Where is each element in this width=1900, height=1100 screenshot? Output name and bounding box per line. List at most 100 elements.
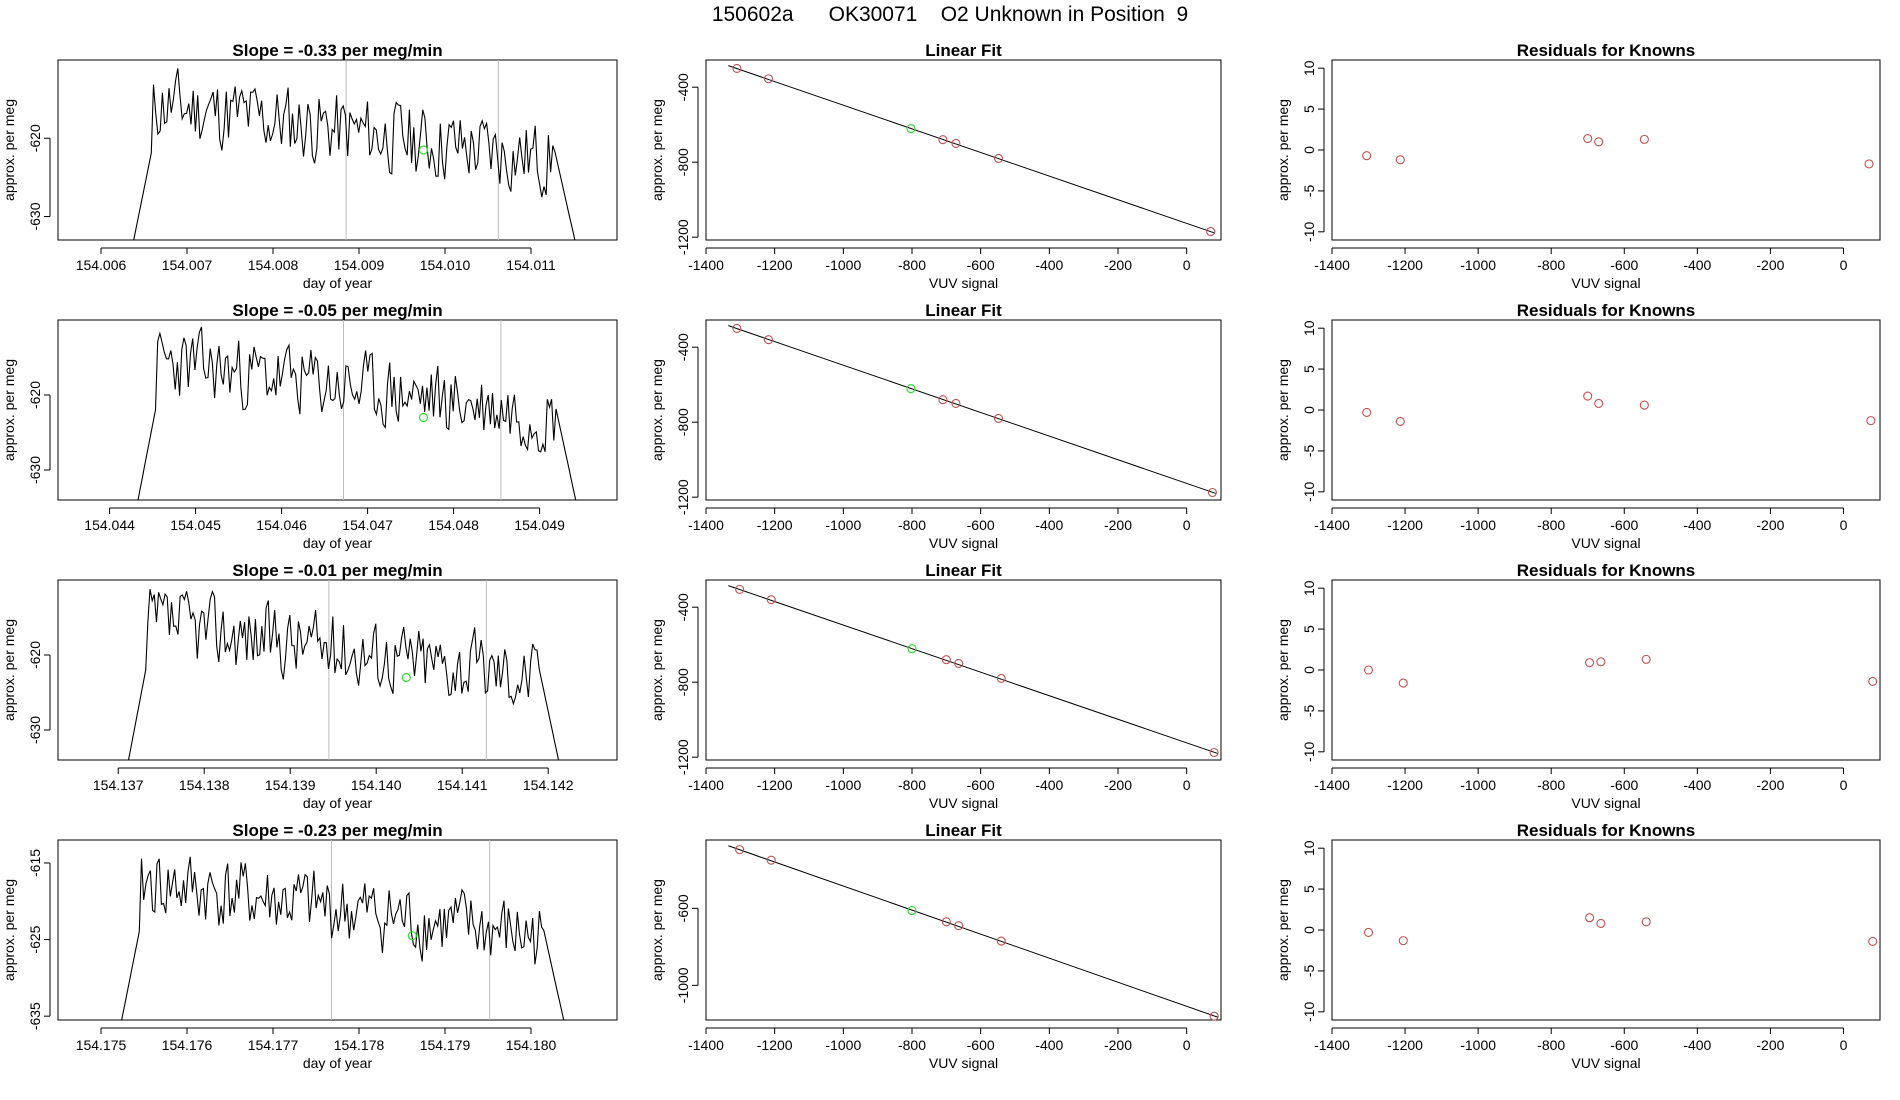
y-tick-label: -10	[1301, 481, 1317, 501]
x-tick-label: -1200	[1387, 777, 1423, 793]
y-tick-label: 5	[1301, 885, 1317, 893]
known-point	[763, 74, 774, 84]
x-tick-label: -600	[967, 1037, 995, 1053]
y-tick-label: -10	[1301, 221, 1317, 241]
unknown-marker	[407, 931, 417, 941]
x-axis: -1400 -1200 -1000 -800 -600 -400 -200 0	[1314, 767, 1848, 793]
x-tick-label: -200	[1104, 257, 1132, 273]
per-meg-trace	[137, 326, 577, 501]
linear-fit-panel-3: Linear Fit -1400 -1200 -1000 -800 -600 -400 -20…	[649, 561, 1222, 811]
y-axis: -400 -800 -1200	[675, 73, 699, 255]
y-tick-label: -620	[27, 381, 43, 409]
fit-line	[728, 585, 1218, 754]
plot-frame	[705, 59, 1222, 241]
y-tick-label: -1200	[675, 219, 691, 255]
x-tick-label: -400	[1683, 1037, 1711, 1053]
x-tick-label: -800	[1537, 777, 1565, 793]
known-point	[766, 595, 776, 605]
residual-point	[1866, 416, 1876, 426]
known-point	[1209, 1011, 1219, 1021]
residual-point	[1395, 155, 1405, 165]
residual-point	[1864, 159, 1874, 169]
x-tick-label: 154.139	[265, 777, 316, 793]
x-tick-label: -600	[1610, 257, 1638, 273]
y-axis: 10 5 0 -5 -10	[1301, 840, 1325, 1022]
linear-fit-title: Linear Fit	[925, 301, 1002, 320]
x-tick-label: -400	[1035, 517, 1063, 533]
x-tick-label: -1200	[1387, 257, 1423, 273]
x-tick-label: -400	[1683, 257, 1711, 273]
residuals-title: Residuals for Knowns	[1517, 301, 1696, 320]
slope-title: Slope = -0.05 per meg/min	[232, 301, 442, 320]
y-tick-label: -5	[1301, 184, 1317, 197]
x-tick-label: 154.141	[437, 777, 488, 793]
x-tick-label: -800	[1537, 1037, 1565, 1053]
y-tick-label: 10	[1301, 840, 1317, 856]
residual-point	[1596, 657, 1606, 667]
y-tick-label: 10	[1301, 320, 1317, 336]
y-tick-label: -10	[1301, 741, 1317, 761]
x-tick-label: -800	[1537, 517, 1565, 533]
x-tick-label: -1400	[1314, 257, 1350, 273]
y-axis: 10 5 0 -5 -10	[1301, 320, 1325, 502]
per-meg-trace	[121, 856, 565, 1021]
per-meg-trace	[127, 589, 560, 761]
known-point	[938, 395, 948, 405]
residual-point	[1363, 665, 1374, 675]
x-tick-label: -600	[967, 777, 995, 793]
plot-frame	[57, 319, 618, 501]
x-tick-label: -1000	[825, 257, 861, 273]
y-tick-label: -630	[27, 456, 43, 484]
x-tick-label: 154.007	[162, 257, 213, 273]
residual-point	[1583, 133, 1593, 144]
y-axis-label: approx. per meg	[1275, 879, 1291, 981]
x-tick-label: -1400	[1314, 777, 1350, 793]
y-tick-label: 10	[1301, 580, 1317, 596]
x-tick-label: -1200	[1387, 517, 1423, 533]
y-tick-label: -5	[1301, 964, 1317, 977]
x-axis-label: day of year	[303, 795, 373, 811]
residual-point	[1398, 936, 1408, 946]
linear-fit-title: Linear Fit	[925, 821, 1002, 840]
x-axis-label: VUV signal	[929, 795, 998, 811]
x-axis-label: VUV signal	[1571, 275, 1640, 291]
x-tick-label: -800	[1537, 257, 1565, 273]
y-axis: 10 5 0 -5 -10	[1301, 60, 1325, 242]
x-tick-label: 154.179	[420, 1037, 471, 1053]
residual-point	[1641, 917, 1651, 927]
residual-point	[1583, 391, 1593, 401]
y-tick-label: 0	[1301, 406, 1317, 414]
residual-point	[1639, 134, 1649, 144]
x-tick-label: -1000	[1460, 1037, 1496, 1053]
y-axis-label: approx. per meg	[1275, 359, 1291, 461]
x-axis-label: VUV signal	[929, 1055, 998, 1071]
y-tick-label: -625	[27, 925, 43, 953]
y-axis: -615 -625 -635	[27, 849, 51, 1030]
slope-title: Slope = -0.23 per meg/min	[232, 821, 442, 840]
x-tick-label: -1200	[757, 1037, 793, 1053]
known-point	[763, 335, 774, 345]
unknown-point	[907, 644, 917, 654]
x-tick-label: 0	[1840, 777, 1848, 793]
x-tick-label: -1400	[688, 777, 724, 793]
y-axis: -620 -630	[27, 381, 51, 484]
x-tick-label: -200	[1104, 517, 1132, 533]
x-tick-label: 154.045	[170, 517, 221, 533]
x-tick-label: -800	[898, 517, 926, 533]
x-axis: -1400 -1200 -1000 -800 -600 -400 -200 0	[688, 767, 1191, 793]
plot-frame	[1331, 59, 1881, 241]
y-axis: -620 -630	[27, 124, 51, 231]
residuals-title: Residuals for Knowns	[1517, 561, 1696, 580]
plot-frame	[57, 59, 618, 241]
y-axis: -620 -630	[27, 641, 51, 744]
y-tick-label: -1200	[675, 479, 691, 515]
y-tick-label: -400	[675, 333, 691, 361]
x-tick-label: 154.011	[506, 257, 556, 273]
y-axis-label: approx. per meg	[1275, 99, 1291, 201]
y-tick-label: -600	[675, 894, 691, 922]
x-tick-label: 154.010	[420, 257, 471, 273]
x-tick-label: 154.177	[248, 1037, 299, 1053]
residual-point	[1363, 927, 1374, 938]
